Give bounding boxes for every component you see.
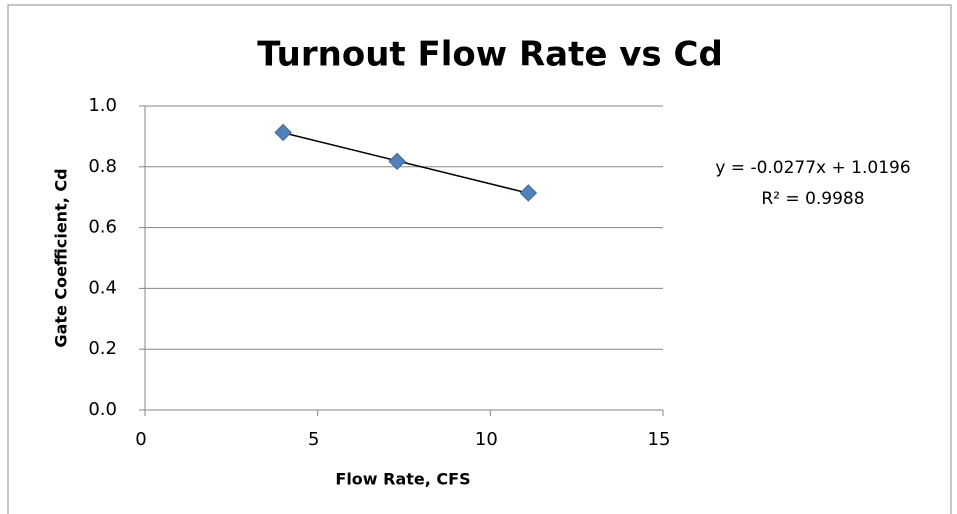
chart-title: Turnout Flow Rate vs Cd: [257, 35, 723, 75]
x-tick-label: 15: [648, 429, 671, 450]
x-tick-label: 10: [475, 429, 498, 450]
y-axis-label: Gate Coefficient, Cd: [52, 168, 71, 347]
y-tick-label: 0.0: [88, 399, 117, 420]
y-tick-label: 0.2: [88, 338, 117, 359]
data-point: [388, 152, 406, 171]
y-tick-label: 0.6: [88, 217, 117, 238]
x-tick-label: 5: [308, 429, 319, 450]
y-tick-label: 1.0: [88, 95, 117, 116]
x-tick-label: 0: [135, 429, 146, 450]
trendline: [282, 131, 529, 194]
trendline-r-squared: R² = 0.9988: [761, 189, 864, 209]
trendline-equation: y = -0.0277x + 1.0196: [715, 158, 910, 178]
y-tick-label: 0.4: [88, 277, 117, 298]
x-axis-label: Flow Rate, CFS: [335, 470, 470, 489]
data-point: [519, 184, 538, 202]
y-tick-label: 0.8: [88, 156, 117, 177]
data-point: [274, 123, 292, 142]
chart-frame: [7, 4, 952, 514]
